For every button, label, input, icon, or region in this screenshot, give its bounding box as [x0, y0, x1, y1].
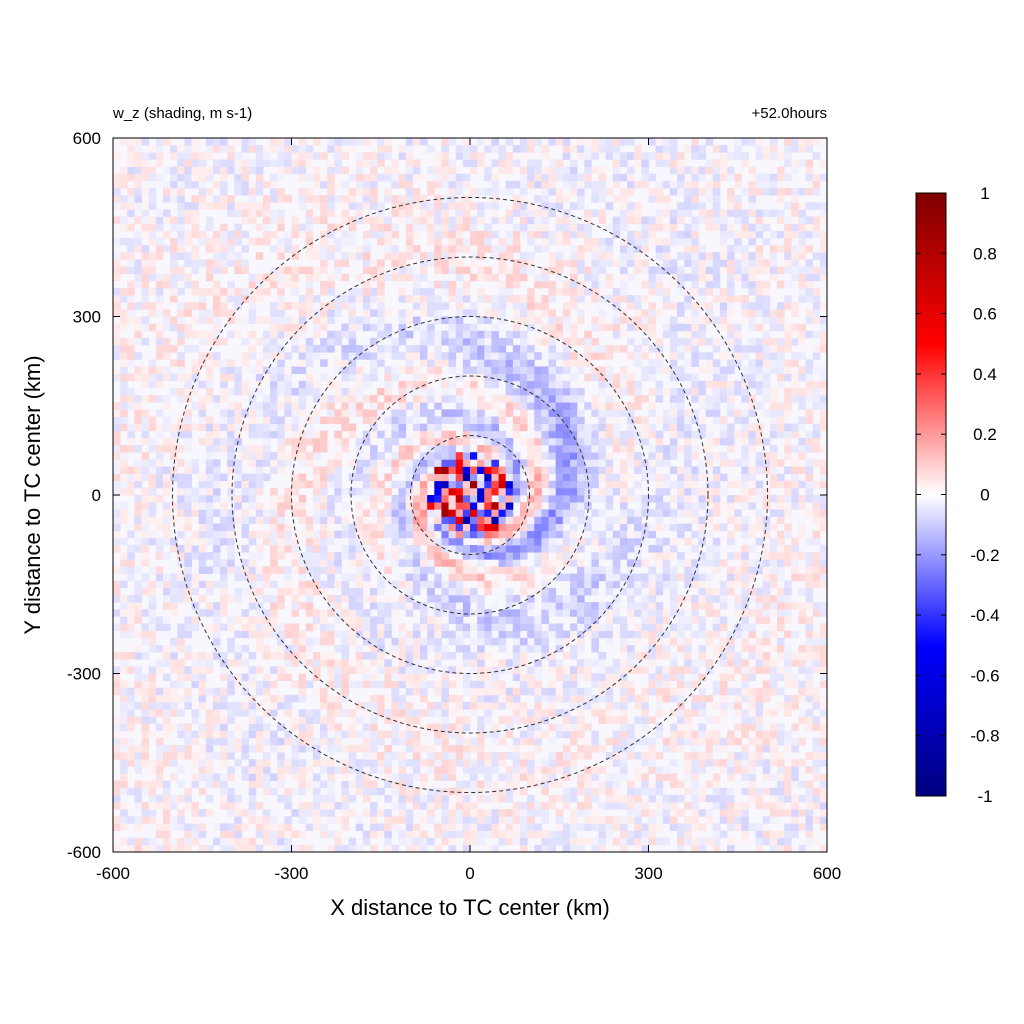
y-tick-label: -600 [67, 843, 101, 862]
colorbar-tick-label: -0.6 [970, 666, 999, 685]
y-tick-label: 600 [73, 129, 101, 148]
chart-title-right: +52.0hours [752, 105, 827, 122]
x-tick-label: 300 [634, 864, 662, 883]
range-rings [172, 197, 768, 793]
colorbar-tick-label: -0.8 [970, 727, 999, 746]
colorbar-tick-label: -0.2 [970, 546, 999, 565]
colorbar-tick-label: -1 [977, 787, 992, 806]
y-axis-ticks: -600 -300 0 300 600 [67, 129, 827, 862]
x-tick-label: 600 [813, 864, 841, 883]
chart-title-left: w_z (shading, m s-1) [112, 105, 252, 122]
colorbar-tick-label: 0 [980, 486, 989, 505]
colorbar-tick-label: 1 [980, 184, 989, 203]
range-ring [350, 375, 590, 615]
y-axis-label: Y distance to TC center (km) [20, 355, 45, 634]
range-ring [231, 256, 709, 734]
x-axis-ticks: -600 -300 0 300 600 [96, 138, 841, 883]
colorbar-tick-label: 0.2 [973, 425, 997, 444]
colorbar-ticks: 1 0.8 0.6 0.4 0.2 0 -0.2 -0.4 -0.6 -0.8 -1 [916, 184, 1000, 806]
y-tick-label: 0 [92, 486, 101, 505]
colorbar-tick-label: 0.6 [973, 305, 997, 324]
y-tick-label: -300 [67, 665, 101, 684]
range-ring [291, 316, 649, 674]
colorbar-tick-label: 0.8 [973, 244, 997, 263]
x-axis-label: X distance to TC center (km) [330, 895, 610, 920]
y-tick-label: 300 [73, 308, 101, 327]
heatmap-field [113, 138, 827, 852]
x-tick-label: -600 [96, 864, 130, 883]
colorbar-tick-label: -0.4 [970, 606, 999, 625]
x-tick-label: -300 [274, 864, 308, 883]
range-ring [172, 197, 768, 793]
range-ring [410, 435, 530, 555]
x-tick-label: 0 [465, 864, 474, 883]
colorbar-tick-label: 0.4 [973, 365, 997, 384]
